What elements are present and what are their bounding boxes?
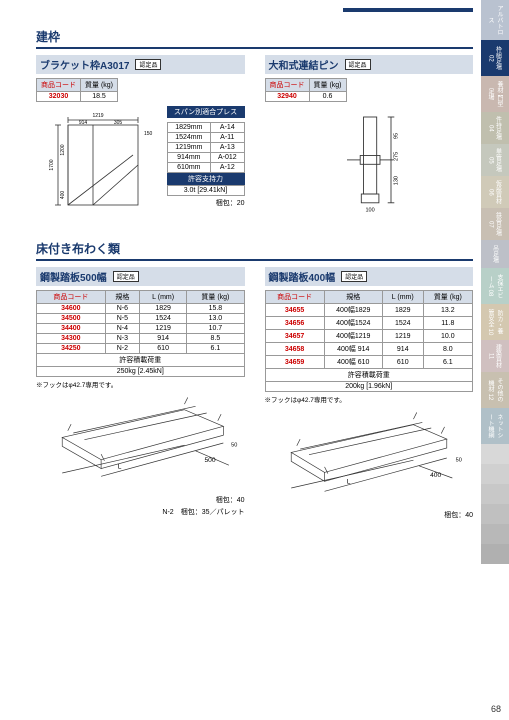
plank500-kakaku2: N-2 梱包：35／パレット xyxy=(36,507,245,517)
side-tab[interactable]: 単管足場 05 xyxy=(481,144,509,176)
plank500-note: ※フックはφ42.7専用です。 xyxy=(36,379,245,389)
pin-diagram: 95 275 130 100 xyxy=(265,106,474,216)
section2-title: 床付き布わく類 xyxy=(36,240,473,261)
bracket-diagram: 1219 914 305 1700 1200 400 150 xyxy=(36,110,161,220)
svg-text:1700: 1700 xyxy=(49,159,55,170)
svg-text:1200: 1200 xyxy=(60,144,66,155)
plank400-note: ※フックはφ42.7専用です。 xyxy=(265,394,474,404)
side-tab[interactable] xyxy=(481,464,509,484)
side-tab[interactable]: 吊足場 xyxy=(481,240,509,268)
side-tab[interactable]: 防カ・養管安全 10 xyxy=(481,304,509,340)
side-tab[interactable]: 件持足場 04 xyxy=(481,112,509,144)
pin-table: 商品コード質量 (kg) 329400.6 xyxy=(265,78,347,102)
plank400-table: 商品コード規格L (mm)質量 (kg)34655400幅1829182913.… xyxy=(265,290,474,392)
side-tab[interactable]: 支保エビーム 08 xyxy=(481,268,509,304)
side-tab[interactable]: その他の機材 12 xyxy=(481,372,509,408)
bracket-block: ブラケット枠A3017 認定品 商品コード質量 (kg) 3203018.5 xyxy=(36,55,245,220)
side-tab[interactable] xyxy=(481,484,509,504)
svg-text:L: L xyxy=(118,464,122,471)
plank500-kakaku: 梱包：40 xyxy=(36,495,245,505)
side-tab[interactable]: 建築資材 11 xyxy=(481,340,509,372)
catalog-page: アルバトロス枠組足場 02養材 門型足場件持足場 04単管足場 05仮設資材 0… xyxy=(0,0,509,720)
press-table: 1829mmA-141524mmA-111219mmA-13914mmA-012… xyxy=(167,122,245,173)
plank400-name: 鋼製踏板400幅 xyxy=(269,269,336,284)
plank400-block: 鋼製踏板400幅 認定品 商品コード規格L (mm)質量 (kg)3465540… xyxy=(265,267,474,520)
side-tab[interactable] xyxy=(481,524,509,544)
badge: 認定品 xyxy=(345,59,371,70)
svg-text:L: L xyxy=(347,479,351,486)
bracket-name: ブラケット枠A3017 xyxy=(40,57,129,72)
side-tab[interactable] xyxy=(481,544,509,564)
badge: 認定品 xyxy=(135,59,161,70)
page-number: 68 xyxy=(491,704,501,714)
side-tab[interactable]: 仮設資材 06 xyxy=(481,176,509,208)
bracket-table: 商品コード質量 (kg) 3203018.5 xyxy=(36,78,118,102)
svg-text:1219: 1219 xyxy=(93,113,104,119)
svg-text:305: 305 xyxy=(114,120,123,126)
svg-text:50: 50 xyxy=(231,442,237,448)
svg-text:500: 500 xyxy=(205,457,216,464)
svg-text:150: 150 xyxy=(144,131,153,137)
side-tab[interactable] xyxy=(481,504,509,524)
svg-text:400: 400 xyxy=(430,472,441,479)
plank500-name: 鋼製踏板500幅 xyxy=(40,269,107,284)
plank400-diagram: L 400 50 xyxy=(265,408,474,508)
svg-text:95: 95 xyxy=(393,133,399,139)
side-tab[interactable]: 枠組足場 02 xyxy=(481,40,509,76)
svg-text:130: 130 xyxy=(393,176,399,185)
svg-text:50: 50 xyxy=(455,457,461,463)
svg-text:275: 275 xyxy=(393,152,399,161)
side-tab[interactable]: アルバトロス xyxy=(481,0,509,40)
side-tab[interactable]: ネットシート機網 xyxy=(481,408,509,444)
side-tab[interactable]: 養材 門型足場 xyxy=(481,76,509,112)
accent-bar xyxy=(343,8,473,12)
plank400-kakaku: 梱包：40 xyxy=(265,510,474,520)
badge: 認定品 xyxy=(341,271,367,282)
pin-block: 大和式連結ピン 認定品 商品コード質量 (kg) 329400.6 xyxy=(265,55,474,220)
side-tab[interactable]: 鉄骨足場 07 xyxy=(481,208,509,240)
svg-text:100: 100 xyxy=(365,208,374,214)
section1-title: 建枠 xyxy=(36,28,473,49)
badge: 認定品 xyxy=(113,271,139,282)
load-title: 許容支持力 xyxy=(167,173,245,185)
plank500-table: 商品コード規格L (mm)質量 (kg)34600N-6182915.83450… xyxy=(36,290,245,377)
svg-text:914: 914 xyxy=(79,120,88,126)
svg-text:400: 400 xyxy=(60,191,66,200)
plank500-block: 鋼製踏板500幅 認定品 商品コード規格L (mm)質量 (kg)34600N-… xyxy=(36,267,245,520)
press-title: スパン別適合プレス xyxy=(167,106,245,118)
kakaku: 梱包：20 xyxy=(167,198,245,208)
pin-name: 大和式連結ピン xyxy=(269,57,339,72)
side-tabs: アルバトロス枠組足場 02養材 門型足場件持足場 04単管足場 05仮設資材 0… xyxy=(481,0,509,720)
load-val: 3.0t [29.41kN] xyxy=(167,185,245,196)
side-tab[interactable] xyxy=(481,444,509,464)
plank500-diagram: L 500 50 xyxy=(36,393,245,493)
